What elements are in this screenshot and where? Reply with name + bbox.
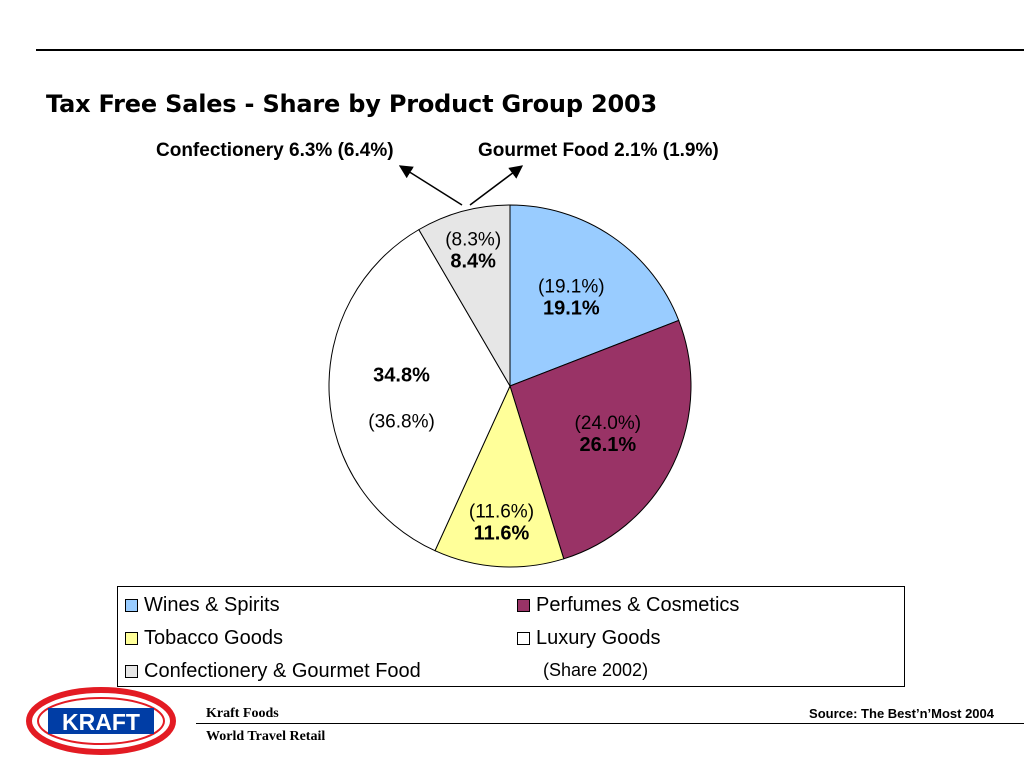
- legend-swatch: [125, 599, 138, 612]
- slice-label-2003: 11.6%: [474, 522, 530, 544]
- legend-swatch: [517, 632, 530, 645]
- legend-swatch: [125, 632, 138, 645]
- legend-label: Tobacco Goods: [144, 627, 283, 649]
- slice-label-2002: (24.0%): [575, 413, 642, 434]
- legend-label: Wines & Spirits: [144, 594, 280, 616]
- callout-arrow-gourmet-food: [469, 165, 524, 206]
- legend-label: Confectionery & Gourmet Food: [144, 660, 421, 682]
- legend-swatch: [517, 599, 530, 612]
- footer-division: World Travel Retail: [206, 729, 326, 744]
- slice-label-2002: (36.8%): [368, 411, 435, 432]
- pie-slice-tobacco-goods: [434, 384, 565, 568]
- logo-text: KRAFT: [62, 709, 140, 735]
- legend-item-confectionery-gourmet: Confectionery & Gourmet Food: [125, 660, 421, 683]
- pie-chart: (19.1%)19.1% (24.0%)26.1% (11.6%)11.6% (36.…: [156, 140, 719, 568]
- slice-label-2002: (19.1%): [538, 276, 605, 297]
- slice-label-2003: 26.1%: [579, 434, 636, 456]
- footer-source: Source: The Best’n’Most 2004: [809, 706, 994, 721]
- legend-item-wines-spirits: Wines & Spirits: [125, 594, 280, 617]
- callout-gourmet-food: Gourmet Food 2.1% (1.9%): [478, 140, 719, 161]
- footer-company: Kraft Foods: [206, 706, 279, 721]
- slice-label-2003: 8.4%: [450, 251, 496, 273]
- top-divider: [36, 49, 1024, 51]
- legend-label: Luxury Goods: [536, 627, 661, 649]
- callout-confectionery: Confectionery 6.3% (6.4%): [156, 140, 394, 161]
- slice-label-2002: (8.3%): [445, 230, 501, 251]
- chart-legend: Wines & Spirits Perfumes & Cosmetics Tob…: [117, 586, 905, 687]
- pie-slice-perfumes-cosmetics: [509, 319, 692, 560]
- callout-arrow-confectionery: [398, 165, 463, 206]
- slice-label-2002: (11.6%): [469, 501, 534, 522]
- kraft-logo: KRAFT: [26, 687, 176, 760]
- legend-swatch: [125, 665, 138, 678]
- legend-item-perfumes-cosmetics: Perfumes & Cosmetics: [517, 594, 739, 617]
- slice-label-2003: 34.8%: [373, 364, 430, 386]
- legend-note: (Share 2002): [543, 660, 649, 680]
- legend-label: Perfumes & Cosmetics: [536, 594, 740, 616]
- pie-slice-confectionery-gourmet: [418, 204, 511, 388]
- pie-slice-wines-spirits: [509, 204, 680, 387]
- footer-divider: [196, 723, 1024, 724]
- pie-slice-luxury-goods: [328, 228, 511, 552]
- slice-label-2003: 19.1%: [543, 297, 600, 319]
- legend-item-tobacco-goods: Tobacco Goods: [125, 627, 283, 650]
- legend-item-luxury-goods: Luxury Goods: [517, 627, 661, 650]
- slide-title: Tax Free Sales - Share by Product Group …: [46, 90, 657, 118]
